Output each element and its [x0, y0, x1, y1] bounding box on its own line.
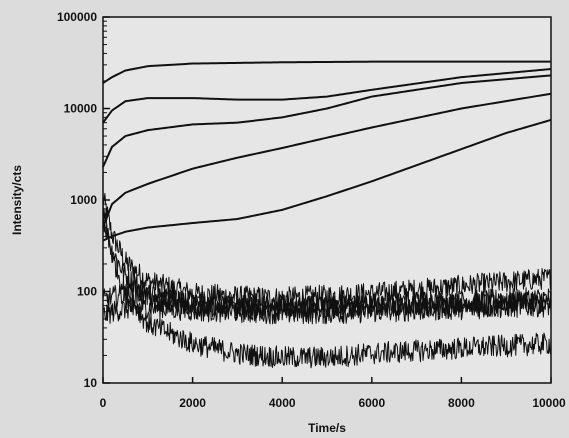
series-line-3 [102, 74, 552, 168]
series-line-6 [102, 192, 552, 309]
plot-area [103, 17, 551, 383]
series-line-2 [102, 68, 552, 124]
x-tick-label: 10000 [532, 396, 566, 410]
y-axis-title: Intensity/cts [10, 165, 24, 235]
x-tick-label: 6000 [358, 396, 385, 410]
series-line-9 [102, 283, 552, 319]
x-tick-label: 4000 [269, 396, 296, 410]
x-axis-title: Time/s [308, 421, 346, 435]
series-line-10 [102, 202, 552, 369]
series-line-5 [102, 118, 552, 242]
y-tick-label: 1000 [70, 193, 97, 207]
y-tick-label: 10000 [64, 102, 98, 116]
y-tick-label: 100 [77, 285, 97, 299]
series-line-1 [102, 60, 551, 84]
ticks-layer: 0 2000 4000 6000 8000 10000 10 100 1000 10000 1000… [57, 10, 566, 410]
x-tick-label: 0 [100, 396, 107, 410]
series-layer [102, 60, 552, 369]
series-line-4 [102, 92, 552, 228]
y-tick-label: 100000 [57, 10, 97, 24]
x-tick-label: 2000 [179, 396, 206, 410]
x-tick-label: 8000 [448, 396, 475, 410]
y-tick-label: 10 [84, 376, 98, 390]
